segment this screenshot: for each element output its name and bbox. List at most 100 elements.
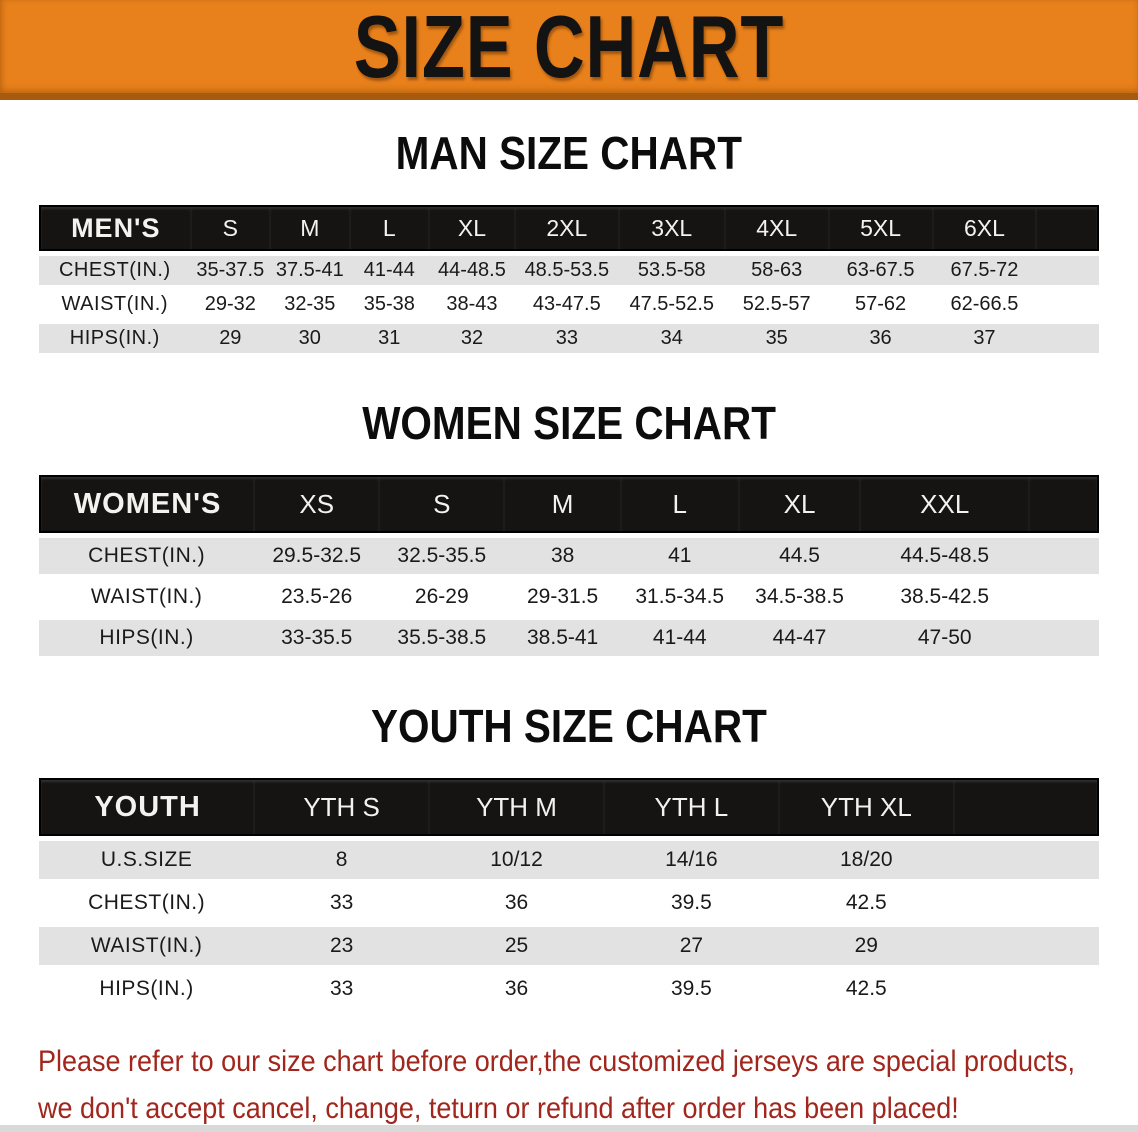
row-label: CHEST(IN.) [39,884,255,922]
women-col-s: S [379,475,505,533]
youth-size-table: YOUTH YTH S YTH M YTH L YTH XL U.S.SIZE … [39,773,1099,1013]
disclaimer: Please refer to our size chart before or… [38,1039,1138,1132]
size-cell: 32.5-35.5 [379,538,505,574]
size-cell: 44.5 [738,538,861,574]
men-col-2xl: 2XL [514,205,619,251]
women-section: WOMEN SIZE CHART WOMEN'S XS S M L XL XXL [0,396,1138,661]
spacer-cell [953,927,1099,965]
youth-hips-row: HIPS(IN.) 33 36 39.5 42.5 [39,970,1099,1008]
youth-chest-row: CHEST(IN.) 33 36 39.5 42.5 [39,884,1099,922]
men-col-4xl: 4XL [724,205,829,251]
size-cell: 23 [254,927,430,965]
size-cell: 18/20 [778,841,954,879]
size-cell: 42.5 [778,884,954,922]
size-cell: 44.5-48.5 [860,538,1029,574]
size-cell: 37 [932,324,1037,353]
size-cell: 14/16 [603,841,779,879]
row-label: HIPS(IN.) [39,324,191,353]
size-cell: 67.5-72 [932,256,1037,285]
size-cell: 23.5-26 [254,579,380,615]
banner: SIZE CHART [0,0,1138,100]
men-size-table: MEN'S S M L XL 2XL 3XL 4XL 5XL 6XL CHEST… [39,200,1099,358]
size-cell: 33 [514,324,619,353]
women-hips-row: HIPS(IN.) 33-35.5 35.5-38.5 38.5-41 41-4… [39,620,1099,656]
disclaimer-line-2: we don't accept cancel, change, teturn o… [38,1091,959,1125]
size-cell: 10/12 [429,841,604,879]
size-cell: 52.5-57 [724,290,829,319]
youth-header-row: YOUTH YTH S YTH M YTH L YTH XL [39,778,1099,836]
youth-heading-text: YOUTH SIZE CHART [371,700,767,752]
spacer-cell [1036,256,1099,285]
size-cell: 26-29 [379,579,505,615]
size-cell: 38.5-41 [504,620,621,656]
size-cell: 41 [620,538,739,574]
spacer-cell [953,778,1099,836]
row-label: CHEST(IN.) [39,538,255,574]
spacer-cell [1036,324,1099,353]
women-heading-text: WOMEN SIZE CHART [362,397,776,449]
youth-col-m: YTH M [429,778,604,836]
size-cell: 38 [504,538,621,574]
men-col-m: M [270,205,350,251]
size-cell: 30 [270,324,350,353]
youth-col-l: YTH L [603,778,779,836]
men-col-5xl: 5XL [828,205,933,251]
size-cell: 31.5-34.5 [620,579,739,615]
women-col-xxl: XXL [860,475,1029,533]
size-cell: 53.5-58 [618,256,725,285]
men-heading: MAN SIZE CHART [0,126,1138,180]
size-cell: 41-44 [349,256,430,285]
men-col-l: L [349,205,430,251]
men-col-6xl: 6XL [932,205,1037,251]
size-cell: 25 [429,927,604,965]
youth-col-xl: YTH XL [778,778,954,836]
size-cell: 29 [190,324,271,353]
men-table-title: MEN'S [39,205,191,251]
size-cell: 29-32 [190,290,271,319]
women-heading: WOMEN SIZE CHART [0,396,1138,450]
size-cell: 35-37.5 [190,256,271,285]
men-chest-row: CHEST(IN.) 35-37.5 37.5-41 41-44 44-48.5… [39,256,1099,285]
row-label: WAIST(IN.) [39,579,255,615]
men-hips-row: HIPS(IN.) 29 30 31 32 33 34 35 36 37 [39,324,1099,353]
spacer-cell [953,841,1099,879]
row-label: HIPS(IN.) [39,620,255,656]
size-cell: 34 [618,324,725,353]
size-cell: 47.5-52.5 [618,290,725,319]
size-cell: 43-47.5 [514,290,619,319]
size-cell: 33-35.5 [254,620,380,656]
women-size-table: WOMEN'S XS S M L XL XXL CHEST(IN.) 29.5-… [39,470,1099,661]
youth-section: YOUTH SIZE CHART YOUTH YTH S YTH M YTH L… [0,699,1138,1013]
women-chest-row: CHEST(IN.) 29.5-32.5 32.5-35.5 38 41 44.… [39,538,1099,574]
spacer-cell [1029,475,1099,533]
youth-heading: YOUTH SIZE CHART [0,699,1138,753]
size-cell: 36 [828,324,933,353]
size-cell: 38-43 [429,290,515,319]
spacer-cell [953,884,1099,922]
size-cell: 47-50 [860,620,1029,656]
disclaimer-line-1: Please refer to our size chart before or… [38,1045,1076,1078]
size-cell: 35 [724,324,829,353]
men-heading-text: MAN SIZE CHART [395,127,743,179]
spacer-cell [1029,538,1099,574]
spacer-cell [1029,579,1099,615]
men-header-row: MEN'S S M L XL 2XL 3XL 4XL 5XL 6XL [39,205,1099,251]
row-label: WAIST(IN.) [39,290,191,319]
size-cell: 36 [429,884,604,922]
men-section: MAN SIZE CHART MEN'S S M L XL 2XL 3XL 4X… [0,126,1138,358]
women-col-xs: XS [254,475,380,533]
size-cell: 34.5-38.5 [738,579,861,615]
size-cell: 42.5 [778,970,954,1008]
men-col-3xl: 3XL [618,205,725,251]
size-cell: 32 [429,324,515,353]
size-cell: 48.5-53.5 [514,256,619,285]
size-cell: 39.5 [603,884,779,922]
size-cell: 33 [254,884,430,922]
size-cell: 44-47 [738,620,861,656]
youth-col-s: YTH S [254,778,430,836]
size-cell: 33 [254,970,430,1008]
women-waist-row: WAIST(IN.) 23.5-26 26-29 29-31.5 31.5-34… [39,579,1099,615]
size-cell: 39.5 [603,970,779,1008]
spacer-cell [1036,205,1099,251]
